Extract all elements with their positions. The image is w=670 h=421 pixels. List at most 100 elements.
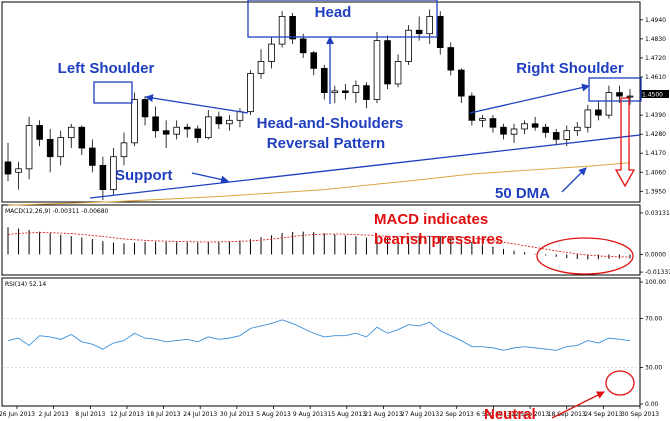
- candle-body-bull: [247, 73, 254, 113]
- candle: [57, 130, 65, 166]
- support-arrow: [191, 172, 229, 184]
- candle: [15, 161, 22, 190]
- right-shoulder-label: Right Shoulder: [516, 60, 624, 77]
- candle: [373, 31, 381, 103]
- neutral-label: Neutral: [484, 406, 536, 421]
- rsi-layer: [7, 319, 631, 351]
- candle-body-bear: [436, 15, 444, 48]
- rsi-tick-label: 100.00: [645, 279, 666, 286]
- macd-axis: 0.03131 0.0000 -0.01331: [640, 210, 670, 276]
- rsi-label: RSI(14) 52.14: [5, 281, 46, 288]
- candle-body-bear: [183, 126, 191, 130]
- price-tick-label: 1.4830: [645, 36, 666, 43]
- price-tick-label: 1.4610: [645, 74, 666, 81]
- candle-body-bull: [426, 15, 433, 35]
- pattern-arrow-left: [145, 94, 249, 114]
- date-tick-label: 5 Aug 2013: [256, 411, 291, 418]
- current-price-text: 1.4500: [642, 92, 663, 99]
- price-tick-label: 1.4390: [645, 112, 666, 119]
- candle: [458, 68, 465, 103]
- candle-body-bull: [173, 126, 180, 135]
- candle: [595, 101, 602, 121]
- date-tick-label: 15 Aug 2013: [328, 411, 367, 418]
- candle-body-bear: [468, 95, 476, 121]
- candle-body-bull: [521, 123, 528, 130]
- date-tick-label: 21 Aug 2013: [364, 411, 403, 418]
- candle-body-bear: [215, 116, 223, 125]
- candle-body-bear: [78, 126, 86, 149]
- candle: [78, 125, 86, 155]
- candle: [247, 70, 254, 116]
- candle-body-bear: [299, 38, 307, 54]
- candle: [584, 104, 592, 133]
- price-tick-label: 1.4720: [645, 55, 666, 62]
- candle: [616, 85, 623, 103]
- candle-body-bull: [278, 15, 286, 45]
- date-tick-label: 27 Aug 2013: [401, 411, 440, 418]
- date-tick-label: 18 Jul 2013: [147, 411, 181, 418]
- candle-body-bear: [542, 126, 549, 133]
- candle: [489, 115, 497, 133]
- date-tick-label: 9 Aug 2013: [293, 411, 328, 418]
- candle-body-bull: [257, 61, 265, 74]
- date-tick-label: 18 Sep 2013: [548, 411, 586, 418]
- candle-body-bear: [289, 15, 296, 40]
- price-tick-label: 1.4170: [645, 150, 666, 157]
- macd-tick-label: 0.03131: [645, 210, 670, 217]
- candle: [299, 33, 307, 58]
- candle: [405, 25, 412, 65]
- candle: [573, 122, 581, 136]
- macd-highlight-ellipse: [536, 237, 634, 275]
- candle-body-bear: [162, 130, 170, 135]
- candle-body-bear: [489, 118, 497, 128]
- dma-50-layer: [7, 162, 631, 206]
- date-tick-label: 26 Jun 2013: [0, 411, 35, 418]
- candle-body-bear: [152, 116, 159, 132]
- date-tick-label: 30 Sep 2013: [621, 411, 659, 418]
- candle-body-bull: [373, 40, 381, 100]
- candle-body-bull: [573, 126, 581, 132]
- candle: [226, 115, 233, 131]
- support-label: Support: [115, 167, 173, 184]
- candle-body-bear: [342, 90, 349, 94]
- candle-body-bull: [405, 29, 412, 62]
- candle-body-bull: [584, 109, 592, 128]
- rsi-tick-label: 30.00: [645, 364, 662, 371]
- candle-body-bear: [500, 126, 507, 135]
- candle-body-bear: [531, 123, 539, 128]
- candle-body-bull: [626, 95, 634, 98]
- candle-body-bear: [320, 67, 328, 94]
- candle: [46, 128, 54, 173]
- candle: [310, 51, 318, 76]
- macd-tick-label: 0.0000: [645, 251, 666, 258]
- rsi-tick-label: 0.00: [645, 401, 659, 408]
- candle-body-bear: [616, 92, 623, 97]
- candle-body-bull: [110, 156, 117, 191]
- candle: [4, 142, 12, 181]
- candles-layer: [4, 9, 634, 200]
- candle: [173, 120, 180, 140]
- candle: [447, 42, 455, 76]
- price-tick-label: 1.4940: [645, 17, 666, 24]
- pattern-label-line1: Head-and-Shoulders: [257, 115, 404, 132]
- candle: [36, 120, 43, 147]
- macd-note-line1: MACD indicates: [374, 211, 488, 228]
- candle-body-bear: [363, 85, 370, 100]
- candle: [205, 109, 212, 140]
- head-box: [247, 0, 438, 38]
- macd-tick-label: -0.01331: [645, 269, 670, 276]
- macd-signal-line: [7, 232, 631, 258]
- candle-body-bull: [67, 126, 75, 139]
- dma-50-line: [7, 162, 631, 206]
- current-price-tag: [640, 90, 669, 98]
- candle-body-bear: [4, 161, 12, 175]
- date-tick-label: 2 Sep 2013: [440, 411, 474, 418]
- candle-body-bull: [331, 90, 339, 94]
- candle: [531, 116, 539, 131]
- date-tick-label: 12 Sep 2013: [511, 411, 549, 418]
- candle: [120, 132, 128, 166]
- candle: [500, 123, 507, 140]
- date-axis: 26 Jun 2013 2 Jul 2013 8 Jul 2013 12 Jul 20…: [0, 406, 659, 418]
- candle: [479, 115, 486, 128]
